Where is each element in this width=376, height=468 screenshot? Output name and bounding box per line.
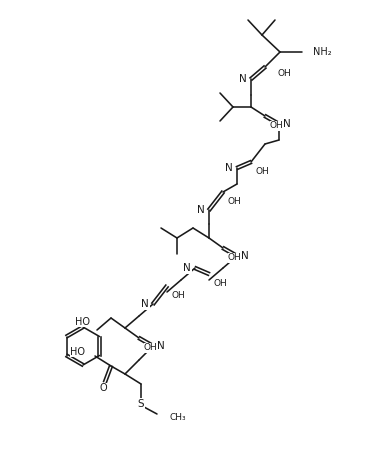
Text: N: N: [239, 74, 247, 84]
Text: N: N: [241, 251, 249, 261]
Text: S: S: [138, 399, 144, 409]
Text: O: O: [99, 383, 107, 393]
Text: HO: HO: [76, 317, 91, 327]
Text: N: N: [157, 341, 165, 351]
Text: N: N: [283, 119, 291, 129]
Text: CH₃: CH₃: [169, 414, 186, 423]
Text: OH: OH: [144, 344, 158, 352]
Text: N: N: [183, 263, 191, 273]
Text: OH: OH: [228, 254, 242, 263]
Text: OH: OH: [270, 122, 284, 131]
Text: OH: OH: [277, 68, 291, 78]
Text: HO: HO: [70, 347, 85, 357]
Text: OH: OH: [256, 168, 270, 176]
Text: N: N: [141, 299, 149, 309]
Text: OH: OH: [228, 197, 242, 206]
Text: N: N: [197, 205, 205, 215]
Text: NH₂: NH₂: [313, 47, 332, 57]
Text: N: N: [225, 163, 233, 173]
Text: OH: OH: [172, 292, 186, 300]
Text: OH: OH: [214, 279, 228, 288]
